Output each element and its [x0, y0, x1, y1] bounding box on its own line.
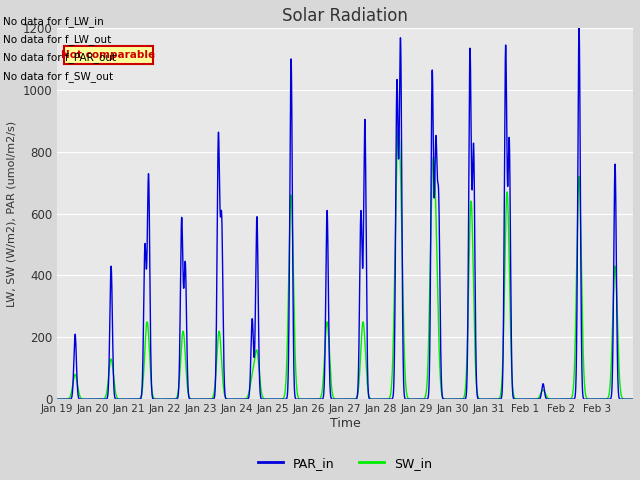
Text: No data for f_PAR_out: No data for f_PAR_out — [3, 52, 116, 63]
X-axis label: Time: Time — [330, 417, 360, 430]
Legend: PAR_in, SW_in: PAR_in, SW_in — [253, 452, 437, 475]
Text: No data for f_LW_in: No data for f_LW_in — [3, 16, 104, 27]
Text: Not comparable: Not comparable — [61, 50, 156, 60]
Title: Solar Radiation: Solar Radiation — [282, 7, 408, 25]
Text: No data for f_SW_out: No data for f_SW_out — [3, 71, 113, 82]
Text: No data for f_LW_out: No data for f_LW_out — [3, 34, 111, 45]
Y-axis label: LW, SW (W/m2), PAR (umol/m2/s): LW, SW (W/m2), PAR (umol/m2/s) — [7, 120, 17, 307]
